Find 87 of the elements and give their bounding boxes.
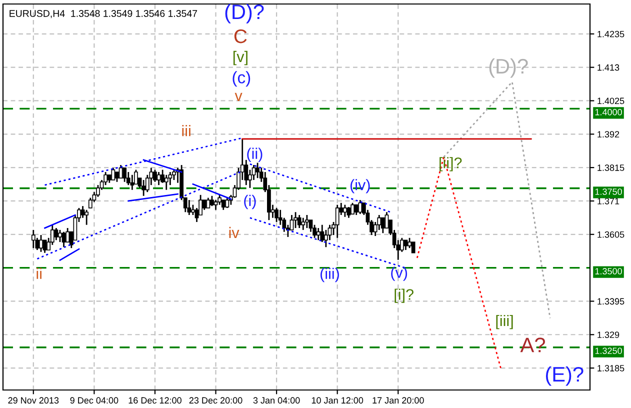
annotation: iv xyxy=(229,226,240,238)
annotation: (D)? xyxy=(225,4,264,24)
candlestick xyxy=(256,162,260,179)
candlestick xyxy=(84,209,89,226)
candlestick xyxy=(301,217,306,231)
annotation: (iv) xyxy=(350,179,370,194)
candlestick xyxy=(168,171,172,186)
candlestick xyxy=(156,171,161,186)
x-tick-label: 9 Dec 04:00 xyxy=(70,397,118,404)
ref-line-label: 1.3250 xyxy=(595,348,622,354)
annotation: (c) xyxy=(232,71,250,87)
x-tick-label: 10 Jan 12:00 xyxy=(312,397,364,404)
y-tick-label: 1.329 xyxy=(598,332,620,338)
candlestick xyxy=(126,171,130,186)
candlestick xyxy=(118,164,123,179)
candlestick xyxy=(115,171,119,183)
annotation: (ii) xyxy=(247,148,262,162)
candlestick xyxy=(191,204,195,216)
annotation: (iii) xyxy=(320,268,339,282)
y-tick-label: 1.392 xyxy=(598,131,620,138)
candlestick xyxy=(354,204,358,216)
candlestick xyxy=(66,227,70,243)
annotation: (E)? xyxy=(546,366,584,386)
candlestick xyxy=(172,169,176,181)
y-tick-label: 1.413 xyxy=(598,64,620,71)
annotation: ii xyxy=(36,268,42,279)
x-tick-label: 16 Dec 12:00 xyxy=(128,397,182,404)
candlestick xyxy=(96,184,100,198)
annotation: [i]? xyxy=(394,288,414,303)
candlestick xyxy=(305,214,309,229)
candlestick xyxy=(316,227,320,241)
annotation: [iii] xyxy=(496,314,513,330)
candlestick xyxy=(320,224,324,243)
ref-line-label: 1.4000 xyxy=(595,108,622,116)
candlestick xyxy=(210,195,214,207)
ref-line-label: 1.3500 xyxy=(595,268,622,274)
candlestick xyxy=(42,239,47,254)
x-tick-label: 3 Jan 04:00 xyxy=(253,397,300,404)
x-tick-label: 23 Dec 20:00 xyxy=(189,397,242,404)
candlestick xyxy=(31,229,36,249)
x-tick-label: 17 Jan 20:00 xyxy=(372,397,424,404)
annotation: C xyxy=(234,29,247,44)
candlestick xyxy=(130,174,134,191)
candlestick xyxy=(380,217,385,234)
candlestick xyxy=(221,199,226,211)
candlestick xyxy=(297,214,302,229)
candlestick xyxy=(111,167,116,181)
candlestick xyxy=(343,204,347,218)
candlestick xyxy=(164,174,168,191)
annotation: (i) xyxy=(244,194,256,210)
y-tick-label: 1.3395 xyxy=(598,298,624,305)
ref-line-label: 1.3750 xyxy=(595,188,622,195)
candlestick xyxy=(122,167,127,183)
annotation: (v) xyxy=(391,266,408,281)
candlestick xyxy=(274,207,278,223)
annotation: (D)? xyxy=(489,58,528,78)
annotation: [v] xyxy=(233,50,248,66)
candlestick xyxy=(346,206,351,219)
y-tick-label: 1.4025 xyxy=(598,98,624,104)
candlestick xyxy=(411,242,416,254)
candlestick xyxy=(153,169,157,183)
x-tick-label: 29 Nov 2013 xyxy=(8,397,59,404)
candlestick xyxy=(104,171,108,186)
candlestick xyxy=(294,211,298,229)
candlestick xyxy=(335,204,340,239)
candlestick xyxy=(187,199,192,216)
y-tick-label: 1.4235 xyxy=(598,30,624,38)
candlestick xyxy=(142,179,146,197)
y-tick-label: 1.3605 xyxy=(598,231,624,238)
y-tick-label: 1.371 xyxy=(598,198,620,204)
candlestick xyxy=(206,197,210,209)
annotation: iii xyxy=(182,125,190,136)
y-tick-label: 1.3815 xyxy=(598,164,624,171)
candlestick xyxy=(54,227,58,241)
candlestick xyxy=(58,229,62,243)
y-tick-label: 1.3185 xyxy=(598,365,624,372)
candlestick xyxy=(62,231,66,248)
candlestick xyxy=(324,229,328,248)
candlestick xyxy=(404,239,408,251)
candlestick xyxy=(39,234,43,253)
candlestick xyxy=(358,199,362,215)
candlestick xyxy=(214,199,218,211)
candlestick xyxy=(350,202,354,215)
annotation: [ii]? xyxy=(440,157,462,172)
candlestick xyxy=(225,197,230,209)
text: EURUSD,H4 1.3548 1.3549 1.3546 1.3547 xyxy=(10,10,198,18)
annotation: v xyxy=(234,92,242,101)
